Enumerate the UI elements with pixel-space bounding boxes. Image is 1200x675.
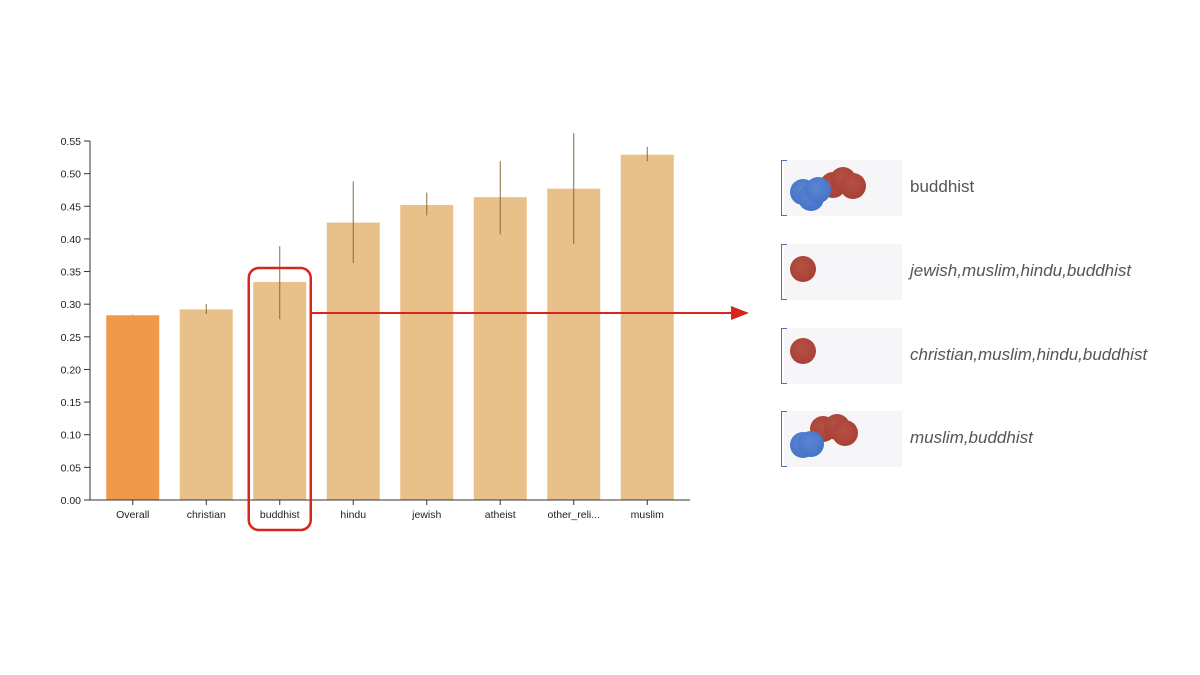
y-tick-label: 0.05 <box>61 462 82 474</box>
group-label: buddhist <box>910 177 975 196</box>
bar-atheist <box>473 197 527 500</box>
bar-overall <box>106 315 160 500</box>
y-tick-label: 0.55 <box>61 136 82 148</box>
dot-panel <box>784 160 902 216</box>
y-tick-label: 0.40 <box>61 234 82 246</box>
x-tick-label: buddhist <box>260 509 300 521</box>
arrow-head-icon <box>731 306 749 320</box>
group-label: jewish,muslim,hindu,buddhist <box>910 261 1132 280</box>
y-tick-label: 0.00 <box>61 495 82 507</box>
y-tick-label: 0.30 <box>61 299 82 311</box>
bar-hindu <box>326 222 380 500</box>
x-tick-label: Overall <box>116 509 149 521</box>
red-dot <box>840 173 866 199</box>
bracket-icon <box>781 244 787 300</box>
x-tick-label: hindu <box>340 509 366 521</box>
x-tick-label: atheist <box>485 509 516 521</box>
bar-muslim <box>620 154 674 500</box>
dot-panel <box>784 328 902 384</box>
x-tick-label: muslim <box>631 509 665 521</box>
group-row-4[interactable]: muslim,buddhist <box>781 411 1200 467</box>
blue-dot <box>798 431 824 457</box>
y-tick-label: 0.35 <box>61 267 82 279</box>
red-dot <box>832 420 858 446</box>
x-tick-label: jewish <box>411 509 441 521</box>
y-tick-label: 0.45 <box>61 201 82 213</box>
x-tick-label: other_reli... <box>547 509 600 521</box>
bar-christian <box>179 309 233 500</box>
bracket-icon <box>781 411 787 467</box>
y-tick-label: 0.20 <box>61 364 82 376</box>
y-tick-label: 0.50 <box>61 169 82 181</box>
group-label: muslim,buddhist <box>910 428 1033 447</box>
group-label: christian,muslim,hindu,buddhist <box>910 345 1148 364</box>
group-row-2[interactable]: jewish,muslim,hindu,buddhist <box>781 244 1200 300</box>
y-tick-label: 0.15 <box>61 397 82 409</box>
group-row-3[interactable]: christian,muslim,hindu,buddhist <box>781 328 1200 384</box>
y-tick-label: 0.10 <box>61 430 82 442</box>
y-tick-label: 0.25 <box>61 332 82 344</box>
bracket-icon <box>781 160 787 216</box>
group-row-1[interactable]: buddhist <box>781 160 1200 216</box>
red-dot <box>790 338 816 364</box>
red-dot <box>790 256 816 282</box>
bar-jewish <box>400 204 454 500</box>
highlight-box <box>247 266 312 532</box>
dot-panel <box>784 411 902 467</box>
x-tick-label: christian <box>187 509 226 521</box>
bracket-icon <box>781 328 787 384</box>
dot-panel <box>784 244 902 300</box>
blue-dot <box>805 177 831 203</box>
